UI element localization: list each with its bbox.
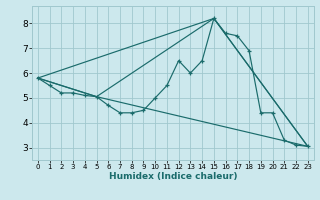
X-axis label: Humidex (Indice chaleur): Humidex (Indice chaleur) [108, 172, 237, 181]
